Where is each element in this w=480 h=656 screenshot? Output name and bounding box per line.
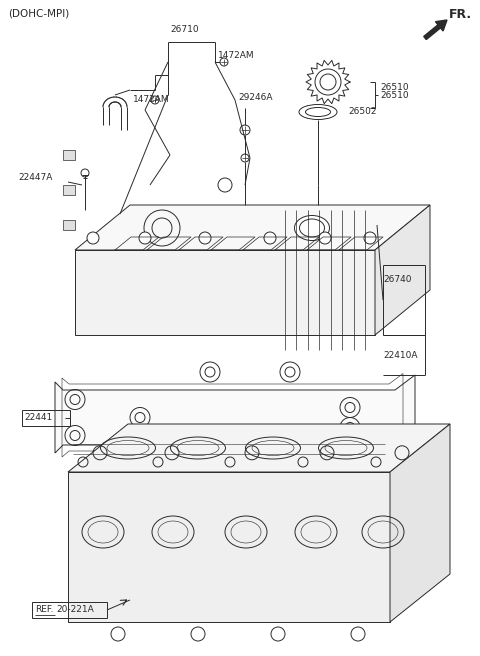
Circle shape bbox=[240, 125, 250, 135]
Polygon shape bbox=[63, 185, 75, 195]
Text: 1472AM: 1472AM bbox=[133, 96, 169, 104]
Text: 26502: 26502 bbox=[348, 108, 376, 117]
Bar bbox=[32, 602, 107, 618]
Text: 22441: 22441 bbox=[24, 413, 52, 422]
Polygon shape bbox=[63, 220, 75, 230]
Circle shape bbox=[218, 178, 232, 192]
Polygon shape bbox=[68, 472, 390, 622]
Polygon shape bbox=[75, 250, 375, 335]
Circle shape bbox=[220, 58, 228, 66]
Circle shape bbox=[241, 154, 249, 162]
Polygon shape bbox=[390, 424, 450, 622]
Text: 26740: 26740 bbox=[383, 276, 411, 285]
Text: 22410A: 22410A bbox=[383, 350, 418, 359]
FancyArrow shape bbox=[424, 20, 447, 39]
Text: 22447A: 22447A bbox=[18, 173, 52, 182]
Text: REF.: REF. bbox=[35, 605, 53, 615]
Circle shape bbox=[87, 232, 99, 244]
Polygon shape bbox=[68, 424, 450, 472]
Text: FR.: FR. bbox=[449, 7, 472, 20]
Text: 26510: 26510 bbox=[380, 83, 408, 92]
Circle shape bbox=[199, 232, 211, 244]
Circle shape bbox=[139, 232, 151, 244]
Polygon shape bbox=[375, 205, 430, 335]
Circle shape bbox=[364, 232, 376, 244]
Polygon shape bbox=[75, 205, 430, 250]
Circle shape bbox=[264, 232, 276, 244]
Text: 26510: 26510 bbox=[380, 91, 408, 100]
Text: (DOHC-MPI): (DOHC-MPI) bbox=[8, 9, 69, 19]
Text: 26710: 26710 bbox=[171, 26, 199, 35]
Ellipse shape bbox=[295, 216, 329, 241]
Text: 1472AM: 1472AM bbox=[218, 51, 254, 60]
Text: 29246A: 29246A bbox=[238, 94, 273, 102]
Polygon shape bbox=[55, 375, 415, 453]
Bar bbox=[22, 410, 70, 426]
Circle shape bbox=[319, 232, 331, 244]
Text: 20-221A: 20-221A bbox=[56, 605, 94, 615]
Circle shape bbox=[81, 169, 89, 177]
Polygon shape bbox=[63, 150, 75, 160]
Circle shape bbox=[151, 96, 159, 104]
